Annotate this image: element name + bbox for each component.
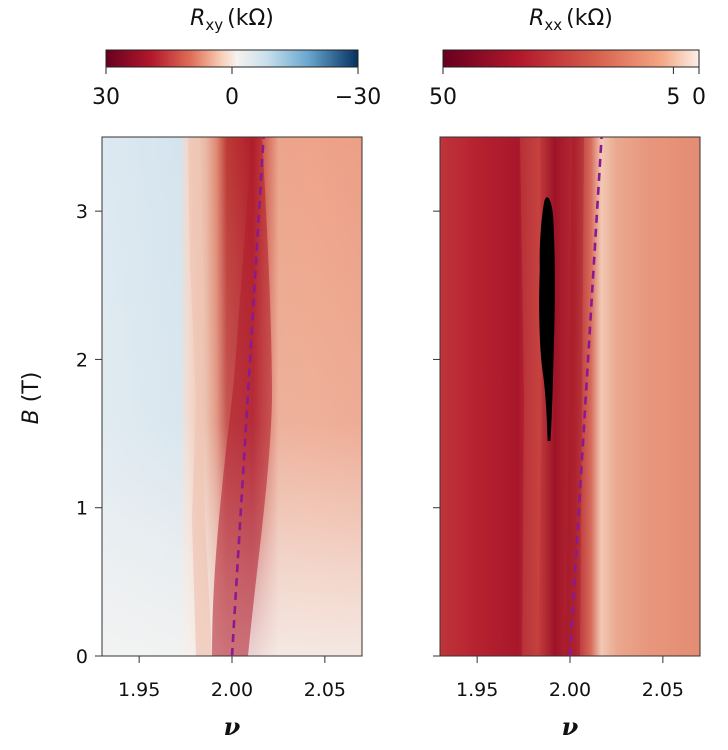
saturated-region	[539, 197, 555, 441]
colorbar-title-rxy: Rxy (kΩ)	[190, 6, 274, 34]
y-tick-label: 2	[76, 349, 88, 371]
x-tick-label-rxx: 2.05	[642, 679, 684, 701]
colorbar-rxx	[442, 49, 700, 68]
x-tick-label-rxy: 2.05	[304, 679, 346, 701]
guide-line-rxx	[568, 136, 603, 657]
x-axis-label-rxx: ν	[562, 712, 579, 741]
guide-line-rxy	[230, 136, 265, 657]
y-tick-label: 3	[76, 201, 88, 223]
y-tick-label: 0	[76, 646, 88, 668]
heatmap-rxx	[440, 137, 700, 656]
colorbar-tick-label-rxx: 50	[429, 85, 457, 110]
x-tick-label-rxx: 2.00	[549, 679, 591, 701]
colorbar-tick-label-rxx: 0	[692, 85, 706, 110]
colorbar-tick-label-rxx: 5	[666, 85, 680, 110]
heatmap-rxy	[102, 137, 362, 656]
colorbar-tick-label-rxy: 0	[225, 85, 239, 110]
x-tick-label-rxy: 2.00	[211, 679, 253, 701]
x-tick-label-rxx: 1.95	[456, 679, 498, 701]
colorbar-tick-label-rxy: −30	[335, 85, 381, 110]
colorbar-rxy	[105, 49, 359, 68]
colorbar-tick-label-rxy: 30	[92, 85, 120, 110]
y-axis-label: B (T)	[19, 372, 44, 425]
colorbar-title-rxx: Rxx (kΩ)	[529, 6, 613, 34]
x-tick-label-rxy: 1.95	[118, 679, 160, 701]
y-tick-label: 1	[76, 498, 88, 520]
x-axis-label-rxy: ν	[224, 712, 241, 741]
